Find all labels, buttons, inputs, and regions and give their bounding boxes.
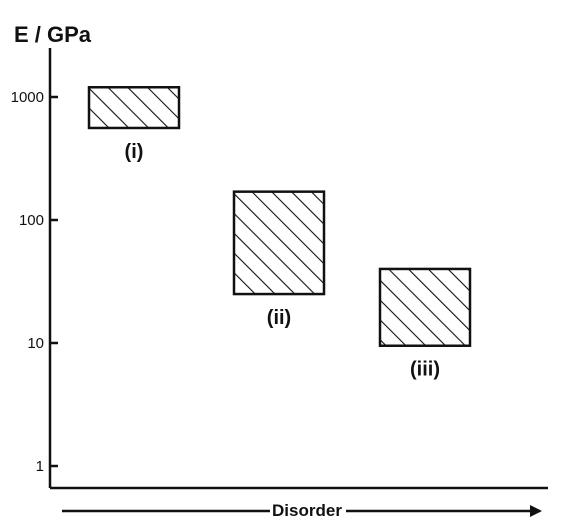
range-boxes: (i) (ii) (iii): [87, 86, 472, 381]
range-box-label: (i): [125, 141, 144, 163]
y-tick-label: 1000: [11, 89, 44, 106]
y-axis-ticks: 1 10 100 1000: [11, 89, 58, 475]
range-box: [232, 190, 326, 296]
y-tick-label: 100: [19, 212, 44, 229]
x-axis-label: Disorder: [272, 501, 342, 520]
y-tick-label: 10: [27, 335, 44, 352]
y-axis-label: E / GPa: [14, 22, 92, 47]
y-tick-label: 1: [36, 458, 44, 475]
range-box-label: (ii): [267, 307, 291, 329]
range-box-label: (iii): [410, 359, 440, 381]
range-box: [87, 86, 181, 130]
range-box: [378, 267, 472, 347]
